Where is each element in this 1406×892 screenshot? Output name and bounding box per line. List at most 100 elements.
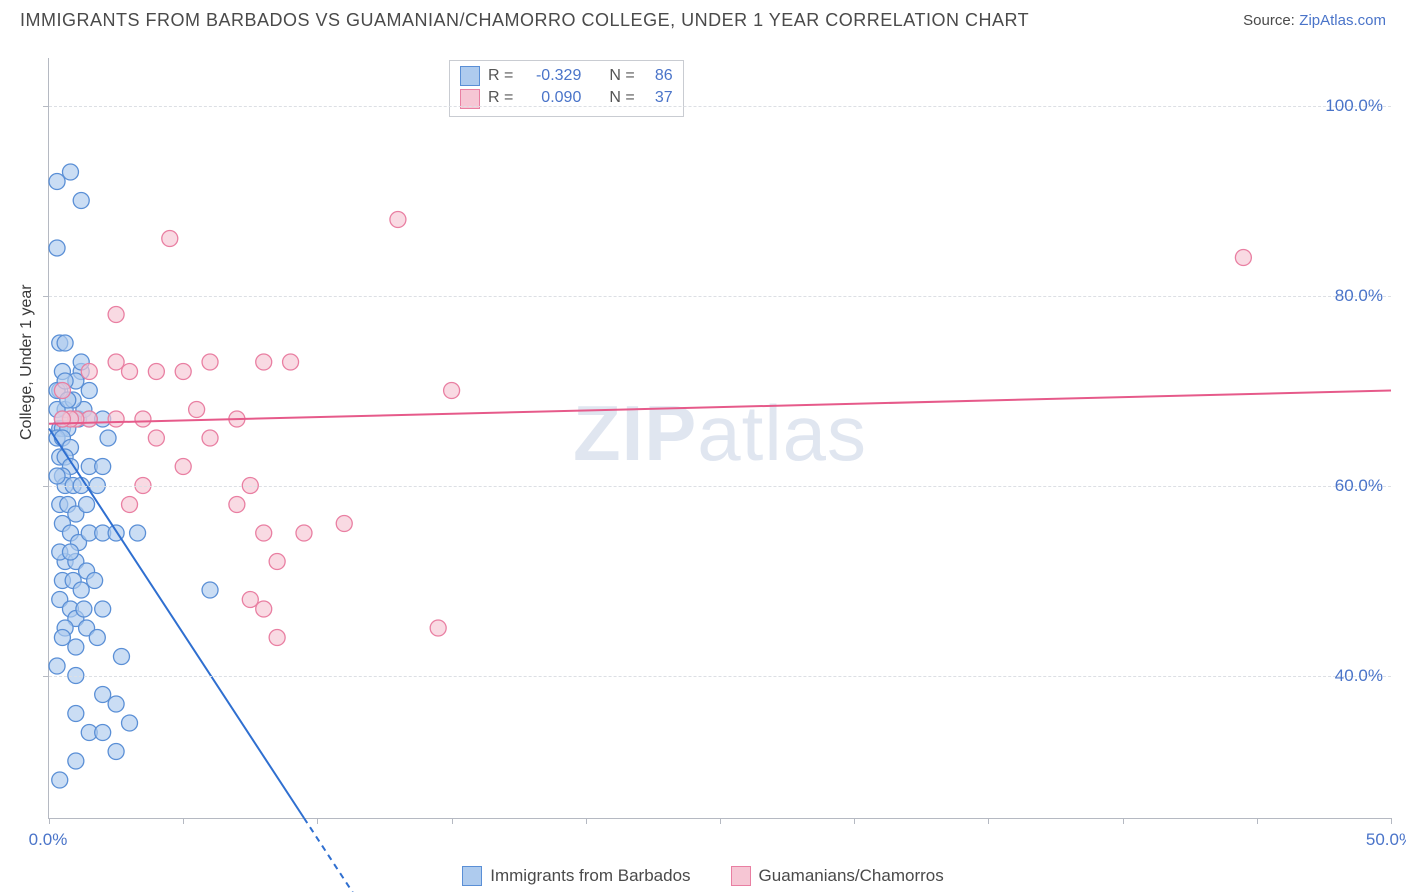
x-tick-mark: [988, 818, 989, 824]
data-point: [54, 383, 70, 399]
data-point: [62, 544, 78, 560]
x-tick-mark: [586, 818, 587, 824]
data-point: [49, 468, 65, 484]
data-point: [130, 525, 146, 541]
data-point: [57, 335, 73, 351]
data-point: [79, 497, 95, 513]
data-point: [68, 706, 84, 722]
x-tick-mark: [183, 818, 184, 824]
data-point: [256, 601, 272, 617]
data-point: [283, 354, 299, 370]
data-point: [95, 459, 111, 475]
legend-item-barbados: Immigrants from Barbados: [462, 866, 690, 886]
data-point: [49, 658, 65, 674]
data-point: [49, 174, 65, 190]
data-point: [108, 307, 124, 323]
bottom-legend: Immigrants from Barbados Guamanians/Cham…: [0, 866, 1406, 886]
data-point: [229, 497, 245, 513]
legend-label-guam: Guamanians/Chamorros: [759, 866, 944, 886]
data-point: [202, 430, 218, 446]
data-point: [430, 620, 446, 636]
data-point: [76, 601, 92, 617]
data-point: [256, 354, 272, 370]
data-point: [269, 630, 285, 646]
y-tick-label: 100.0%: [1325, 96, 1383, 116]
swatch-barbados: [462, 866, 482, 886]
data-point: [73, 193, 89, 209]
data-point: [189, 402, 205, 418]
source: Source: ZipAtlas.com: [1243, 12, 1386, 30]
data-point: [108, 696, 124, 712]
data-point: [54, 630, 70, 646]
x-tick-mark: [854, 818, 855, 824]
x-tick-mark: [1391, 818, 1392, 824]
data-point: [162, 231, 178, 247]
data-point: [269, 554, 285, 570]
data-point: [108, 354, 124, 370]
data-point: [108, 744, 124, 760]
y-axis-label: College, Under 1 year: [18, 284, 36, 440]
data-point: [68, 753, 84, 769]
data-point: [100, 430, 116, 446]
n-value: 86: [643, 65, 673, 87]
x-tick-mark: [1123, 818, 1124, 824]
data-point: [95, 725, 111, 741]
y-tick-label: 40.0%: [1335, 666, 1383, 686]
data-point: [122, 715, 138, 731]
r-value: -0.329: [521, 65, 581, 87]
legend-item-guam: Guamanians/Chamorros: [731, 866, 944, 886]
data-point: [336, 516, 352, 532]
data-point: [89, 630, 105, 646]
stats-legend: R =-0.329N =86R =0.090N =37: [449, 60, 684, 117]
data-point: [202, 354, 218, 370]
x-tick-label: 50.0%: [1366, 830, 1406, 850]
x-tick-mark: [720, 818, 721, 824]
data-point: [122, 497, 138, 513]
legend-label-barbados: Immigrants from Barbados: [490, 866, 690, 886]
gridline: [49, 676, 1391, 677]
gridline: [49, 296, 1391, 297]
chart-title: IMMIGRANTS FROM BARBADOS VS GUAMANIAN/CH…: [20, 10, 1029, 31]
y-tick-mark: [43, 676, 49, 677]
data-point: [49, 240, 65, 256]
data-point: [62, 164, 78, 180]
data-point: [54, 411, 70, 427]
data-point: [87, 573, 103, 589]
source-label: Source:: [1243, 12, 1295, 29]
data-point: [52, 772, 68, 788]
data-point: [73, 582, 89, 598]
x-tick-mark: [317, 818, 318, 824]
y-tick-mark: [43, 296, 49, 297]
data-point: [122, 364, 138, 380]
stats-legend-row: R =-0.329N =86: [460, 65, 673, 87]
data-point: [444, 383, 460, 399]
scatter-svg: [49, 58, 1391, 818]
data-point: [256, 525, 272, 541]
gridline: [49, 486, 1391, 487]
data-point: [148, 364, 164, 380]
data-point: [113, 649, 129, 665]
y-tick-label: 60.0%: [1335, 476, 1383, 496]
data-point: [95, 601, 111, 617]
x-tick-label: 0.0%: [29, 830, 68, 850]
swatch-icon: [460, 66, 480, 86]
data-point: [95, 687, 111, 703]
data-point: [175, 459, 191, 475]
data-point: [296, 525, 312, 541]
data-point: [81, 383, 97, 399]
data-point: [242, 592, 258, 608]
data-point: [108, 411, 124, 427]
x-tick-mark: [452, 818, 453, 824]
swatch-guam: [731, 866, 751, 886]
source-link[interactable]: ZipAtlas.com: [1299, 12, 1386, 29]
r-label: R =: [488, 65, 513, 87]
data-point: [68, 639, 84, 655]
data-point: [148, 430, 164, 446]
y-tick-label: 80.0%: [1335, 286, 1383, 306]
data-point: [202, 582, 218, 598]
data-point: [135, 411, 151, 427]
y-tick-mark: [43, 486, 49, 487]
data-point: [175, 364, 191, 380]
data-point: [390, 212, 406, 228]
x-tick-mark: [49, 818, 50, 824]
